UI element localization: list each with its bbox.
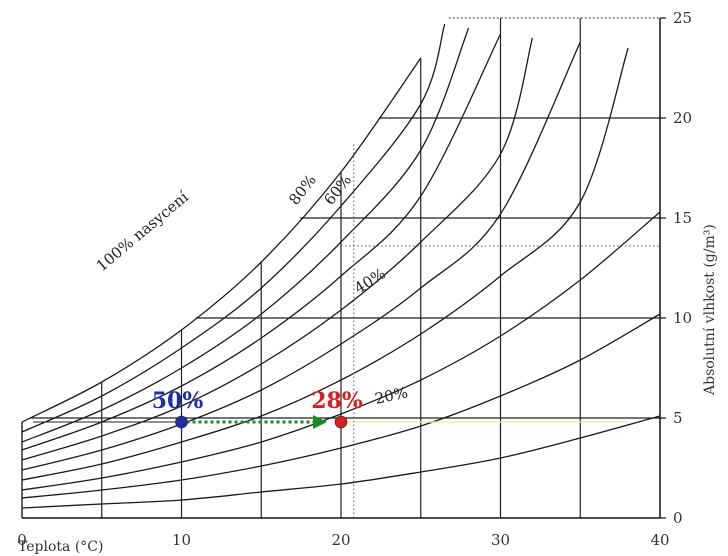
curve-label: 60% bbox=[320, 171, 355, 208]
y-tick-label: 15 bbox=[673, 209, 692, 227]
humidity-curve-40 bbox=[21, 47, 629, 481]
humidity-curve-80 bbox=[21, 27, 470, 443]
y-tick-label: 25 bbox=[673, 9, 692, 27]
reference-lines bbox=[33, 144, 660, 518]
annotation-point bbox=[175, 415, 188, 429]
humidity-curve-10 bbox=[21, 415, 661, 509]
arrow-head bbox=[313, 415, 328, 429]
annotation-point bbox=[334, 415, 348, 429]
x-tick-label: 10 bbox=[172, 531, 191, 549]
humidity-curve-20 bbox=[21, 313, 661, 499]
x-tick-label: 30 bbox=[491, 531, 510, 549]
curve-label: 20% bbox=[373, 383, 409, 408]
x-axis-title: Teplota (°C) bbox=[18, 539, 103, 555]
humidity-curve-30 bbox=[21, 211, 661, 491]
annotations: 50% 28% bbox=[152, 388, 363, 429]
humidity-curve-90 bbox=[21, 23, 446, 433]
x-tick-label: 20 bbox=[331, 531, 350, 549]
axes bbox=[21, 17, 666, 519]
curve-label: 80% bbox=[285, 171, 320, 208]
humidity-curve-50 bbox=[21, 41, 581, 471]
curve-label: 100% nasycení bbox=[93, 188, 192, 275]
x-tick-label: 40 bbox=[650, 531, 669, 549]
annotation-label: 50% bbox=[152, 388, 204, 414]
curve-labels: 100% nasycení 80% 60% 40% 20% bbox=[93, 171, 410, 408]
y-tick-label: 10 bbox=[673, 309, 692, 327]
humidity-curve-60 bbox=[21, 37, 534, 461]
y-tick-label: 0 bbox=[673, 509, 683, 527]
curve-label: 40% bbox=[351, 264, 389, 297]
y-axis-title: Absolutní vlhkost (g/m³) bbox=[702, 224, 718, 396]
y-tick-label: 5 bbox=[673, 409, 683, 427]
x-tick-label: 0 bbox=[17, 531, 27, 549]
y-tick-label: 20 bbox=[673, 109, 692, 127]
humidity-curve-100 bbox=[21, 57, 422, 423]
annotation-label: 28% bbox=[311, 388, 363, 414]
humidity-curves bbox=[21, 23, 661, 509]
